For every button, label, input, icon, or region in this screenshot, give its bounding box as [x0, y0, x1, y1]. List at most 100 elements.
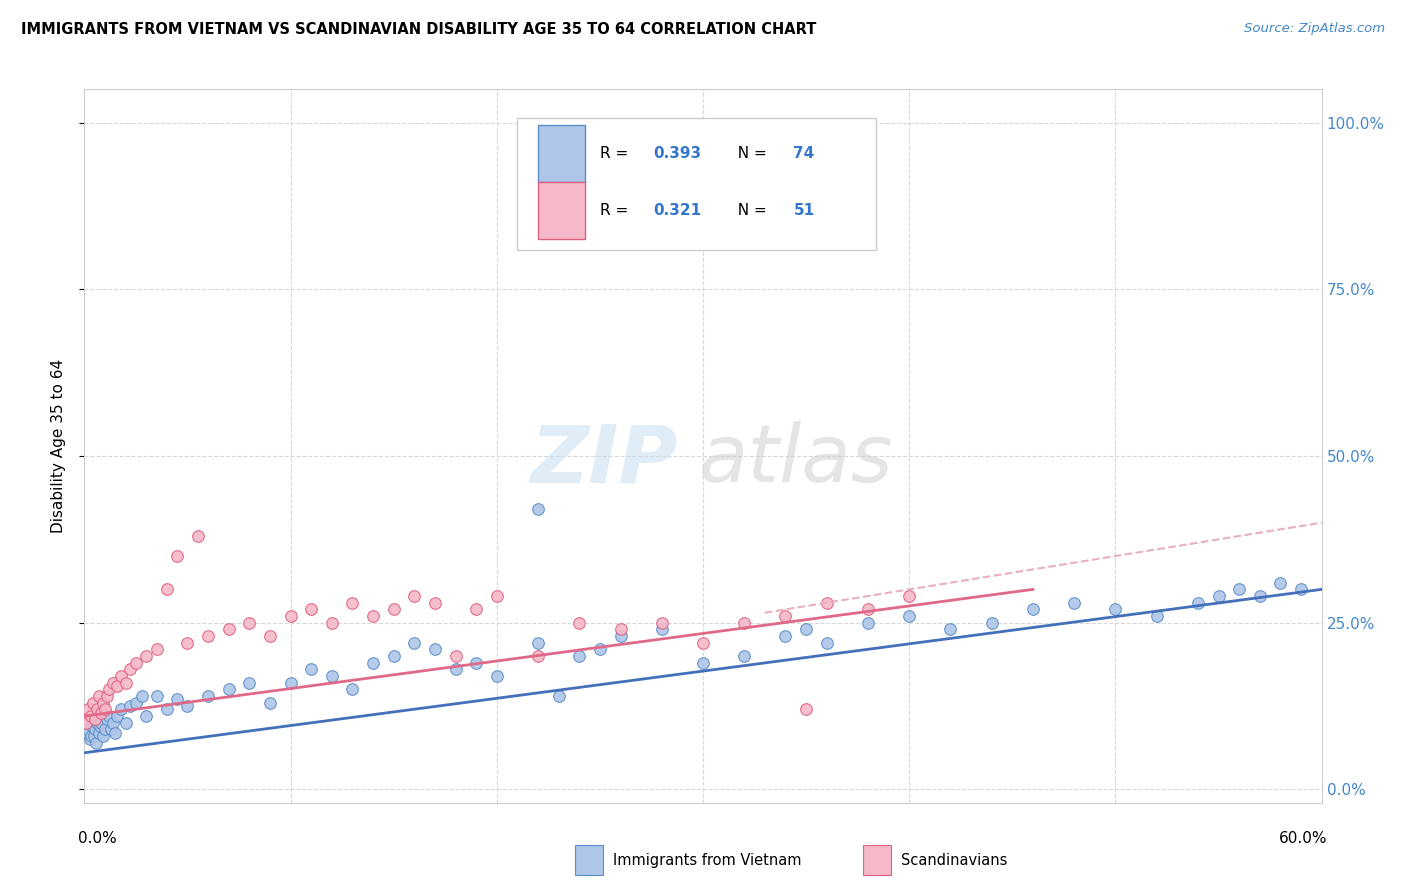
- Bar: [538, 125, 585, 182]
- Point: [114, 715, 136, 730]
- Point: [527, 649, 550, 664]
- Point: [980, 615, 1002, 630]
- Point: [444, 649, 467, 664]
- Point: [382, 602, 405, 616]
- Point: [299, 602, 322, 616]
- Point: [86, 715, 108, 730]
- Point: [87, 709, 110, 723]
- Bar: [538, 182, 585, 239]
- Point: [733, 615, 755, 630]
- Point: [75, 715, 97, 730]
- Point: [1227, 582, 1250, 597]
- Text: 51: 51: [793, 203, 814, 218]
- Point: [96, 713, 118, 727]
- Point: [135, 649, 157, 664]
- Point: [299, 662, 322, 676]
- Point: [90, 706, 112, 720]
- Point: [91, 696, 114, 710]
- Text: Scandinavians: Scandinavians: [901, 854, 1008, 868]
- Point: [77, 702, 100, 716]
- Point: [527, 195, 550, 210]
- Point: [82, 713, 104, 727]
- Point: [104, 725, 127, 739]
- Y-axis label: Disability Age 35 to 64: Disability Age 35 to 64: [51, 359, 66, 533]
- Text: atlas: atlas: [699, 421, 893, 500]
- Point: [898, 609, 921, 624]
- Point: [77, 715, 100, 730]
- Point: [87, 689, 110, 703]
- Point: [176, 636, 198, 650]
- Point: [342, 682, 364, 697]
- Point: [1289, 582, 1312, 597]
- Point: [404, 636, 426, 650]
- Point: [361, 609, 384, 624]
- Point: [1270, 575, 1292, 590]
- Point: [527, 502, 550, 516]
- FancyBboxPatch shape: [517, 118, 876, 250]
- Point: [90, 715, 112, 730]
- Point: [321, 669, 343, 683]
- Point: [259, 629, 281, 643]
- Point: [692, 656, 714, 670]
- Point: [110, 702, 132, 716]
- Point: [135, 709, 157, 723]
- Point: [145, 689, 167, 703]
- Point: [238, 615, 260, 630]
- Point: [939, 623, 962, 637]
- Point: [465, 656, 488, 670]
- Point: [79, 729, 101, 743]
- Point: [91, 729, 114, 743]
- Text: 74: 74: [793, 146, 814, 161]
- Point: [89, 719, 111, 733]
- Point: [80, 719, 103, 733]
- Text: N =: N =: [728, 203, 772, 218]
- Point: [1063, 596, 1085, 610]
- Point: [166, 549, 188, 563]
- Point: [342, 596, 364, 610]
- Point: [86, 702, 108, 716]
- Point: [87, 725, 110, 739]
- Point: [105, 709, 128, 723]
- Point: [156, 582, 179, 597]
- Point: [361, 656, 384, 670]
- Point: [218, 623, 240, 637]
- Point: [259, 696, 281, 710]
- Point: [145, 642, 167, 657]
- Point: [423, 642, 446, 657]
- Point: [197, 629, 219, 643]
- Point: [75, 725, 97, 739]
- Text: IMMIGRANTS FROM VIETNAM VS SCANDINAVIAN DISABILITY AGE 35 TO 64 CORRELATION CHAR: IMMIGRANTS FROM VIETNAM VS SCANDINAVIAN …: [21, 22, 817, 37]
- Point: [82, 696, 104, 710]
- Point: [794, 623, 817, 637]
- Point: [125, 656, 148, 670]
- Point: [815, 636, 838, 650]
- Point: [651, 623, 673, 637]
- Point: [651, 615, 673, 630]
- Point: [485, 589, 508, 603]
- Point: [238, 675, 260, 690]
- Text: 0.0%: 0.0%: [79, 831, 117, 847]
- Point: [692, 636, 714, 650]
- Point: [98, 682, 121, 697]
- Point: [125, 696, 148, 710]
- Point: [94, 723, 117, 737]
- Text: Immigrants from Vietnam: Immigrants from Vietnam: [613, 854, 801, 868]
- Point: [84, 736, 107, 750]
- Point: [79, 709, 101, 723]
- Text: R =: R =: [600, 146, 634, 161]
- Point: [589, 642, 612, 657]
- Text: 0.393: 0.393: [654, 146, 702, 161]
- Point: [110, 669, 132, 683]
- Point: [156, 702, 179, 716]
- Point: [96, 689, 118, 703]
- Point: [775, 629, 797, 643]
- Point: [280, 609, 302, 624]
- Point: [527, 636, 550, 650]
- Point: [218, 682, 240, 697]
- Point: [609, 623, 631, 637]
- Point: [898, 589, 921, 603]
- Point: [609, 629, 631, 643]
- Point: [114, 675, 136, 690]
- Point: [444, 662, 467, 676]
- Point: [856, 615, 879, 630]
